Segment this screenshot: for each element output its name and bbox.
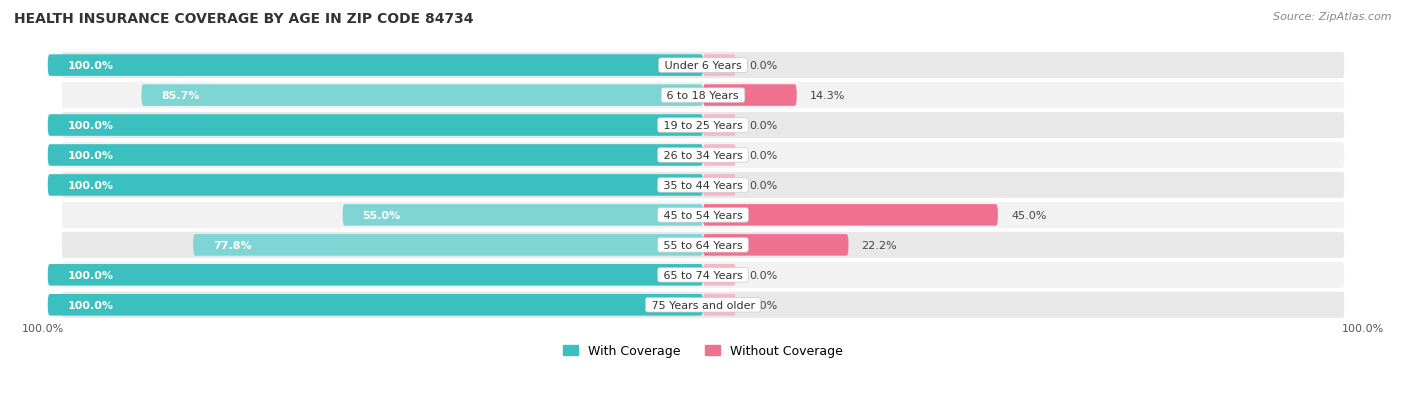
Text: Under 6 Years: Under 6 Years	[661, 61, 745, 71]
Legend: With Coverage, Without Coverage: With Coverage, Without Coverage	[558, 339, 848, 363]
Text: 0.0%: 0.0%	[749, 151, 778, 161]
FancyBboxPatch shape	[48, 175, 703, 196]
FancyBboxPatch shape	[48, 264, 703, 286]
FancyBboxPatch shape	[60, 171, 1346, 199]
Text: 22.2%: 22.2%	[862, 240, 897, 250]
FancyBboxPatch shape	[703, 55, 735, 77]
FancyBboxPatch shape	[343, 204, 703, 226]
Text: 55 to 64 Years: 55 to 64 Years	[659, 240, 747, 250]
FancyBboxPatch shape	[703, 204, 998, 226]
FancyBboxPatch shape	[193, 235, 703, 256]
Text: 77.8%: 77.8%	[212, 240, 252, 250]
FancyBboxPatch shape	[703, 294, 735, 316]
Text: 100.0%: 100.0%	[1343, 323, 1385, 334]
Text: 0.0%: 0.0%	[749, 121, 778, 131]
FancyBboxPatch shape	[60, 201, 1346, 230]
FancyBboxPatch shape	[142, 85, 703, 107]
Text: 0.0%: 0.0%	[749, 180, 778, 190]
Text: 45 to 54 Years: 45 to 54 Years	[659, 210, 747, 221]
FancyBboxPatch shape	[60, 82, 1346, 110]
FancyBboxPatch shape	[48, 145, 703, 166]
Text: Source: ZipAtlas.com: Source: ZipAtlas.com	[1274, 12, 1392, 22]
FancyBboxPatch shape	[60, 291, 1346, 319]
FancyBboxPatch shape	[703, 175, 735, 196]
Text: 26 to 34 Years: 26 to 34 Years	[659, 151, 747, 161]
FancyBboxPatch shape	[60, 231, 1346, 259]
Text: 100.0%: 100.0%	[67, 121, 114, 131]
Text: 0.0%: 0.0%	[749, 61, 778, 71]
FancyBboxPatch shape	[60, 112, 1346, 140]
FancyBboxPatch shape	[48, 115, 703, 136]
Text: 75 Years and older: 75 Years and older	[648, 300, 758, 310]
Text: 6 to 18 Years: 6 to 18 Years	[664, 91, 742, 101]
Text: HEALTH INSURANCE COVERAGE BY AGE IN ZIP CODE 84734: HEALTH INSURANCE COVERAGE BY AGE IN ZIP …	[14, 12, 474, 26]
Text: 85.7%: 85.7%	[162, 91, 200, 101]
Text: 19 to 25 Years: 19 to 25 Years	[659, 121, 747, 131]
Text: 100.0%: 100.0%	[21, 323, 63, 334]
FancyBboxPatch shape	[703, 235, 848, 256]
Text: 55.0%: 55.0%	[363, 210, 401, 221]
FancyBboxPatch shape	[48, 55, 703, 77]
Text: 100.0%: 100.0%	[67, 270, 114, 280]
Text: 0.0%: 0.0%	[749, 300, 778, 310]
FancyBboxPatch shape	[60, 52, 1346, 80]
FancyBboxPatch shape	[703, 145, 735, 166]
FancyBboxPatch shape	[60, 261, 1346, 289]
FancyBboxPatch shape	[60, 142, 1346, 170]
Text: 14.3%: 14.3%	[810, 91, 845, 101]
Text: 45.0%: 45.0%	[1011, 210, 1046, 221]
FancyBboxPatch shape	[703, 115, 735, 136]
Text: 100.0%: 100.0%	[67, 180, 114, 190]
Text: 100.0%: 100.0%	[67, 300, 114, 310]
Text: 65 to 74 Years: 65 to 74 Years	[659, 270, 747, 280]
FancyBboxPatch shape	[703, 264, 735, 286]
Text: 0.0%: 0.0%	[749, 270, 778, 280]
Text: 100.0%: 100.0%	[67, 61, 114, 71]
FancyBboxPatch shape	[703, 85, 797, 107]
FancyBboxPatch shape	[48, 294, 703, 316]
Text: 35 to 44 Years: 35 to 44 Years	[659, 180, 747, 190]
Text: 100.0%: 100.0%	[67, 151, 114, 161]
